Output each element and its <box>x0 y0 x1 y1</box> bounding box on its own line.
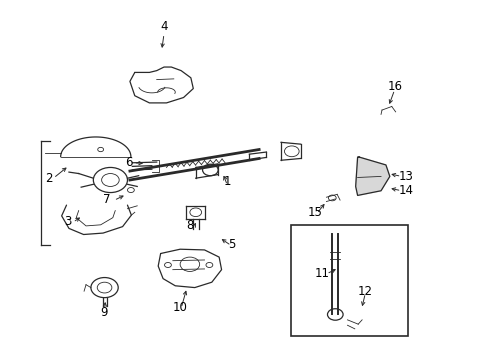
Text: 3: 3 <box>64 215 72 228</box>
Bar <box>290 225 407 336</box>
Text: 10: 10 <box>172 301 187 314</box>
Text: 9: 9 <box>100 306 107 319</box>
Text: 4: 4 <box>160 20 167 33</box>
Polygon shape <box>355 157 389 195</box>
Text: 16: 16 <box>386 80 401 93</box>
Text: 13: 13 <box>398 170 413 183</box>
Text: 5: 5 <box>228 238 236 251</box>
Text: 15: 15 <box>307 206 322 219</box>
Text: 1: 1 <box>223 175 231 188</box>
Text: 6: 6 <box>124 156 132 168</box>
Text: 7: 7 <box>103 193 110 206</box>
Text: 11: 11 <box>314 267 329 280</box>
Text: 12: 12 <box>357 285 372 298</box>
Text: 14: 14 <box>398 184 413 197</box>
Text: 8: 8 <box>186 219 193 233</box>
Text: 2: 2 <box>44 172 52 185</box>
